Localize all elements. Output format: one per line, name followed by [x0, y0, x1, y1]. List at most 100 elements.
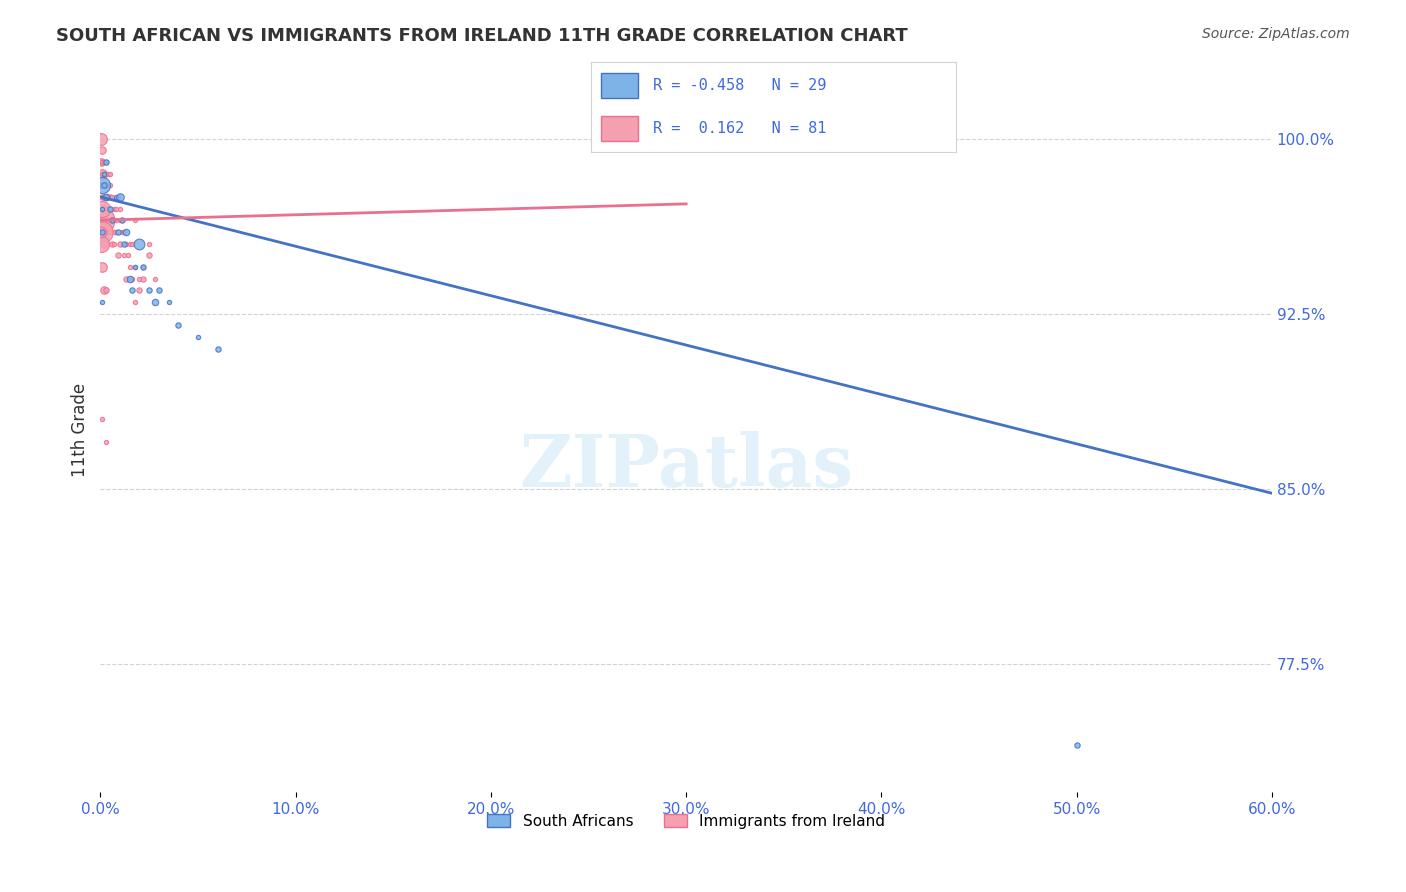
Point — [101, 236, 124, 251]
Point — [104, 213, 127, 227]
Point — [97, 190, 120, 204]
Point — [90, 202, 112, 216]
Point — [93, 178, 115, 193]
Point — [90, 225, 112, 239]
Point — [118, 260, 141, 274]
Point — [96, 213, 118, 227]
Point — [93, 154, 115, 169]
Point — [118, 271, 141, 285]
Point — [207, 342, 229, 356]
Point — [124, 294, 146, 309]
Y-axis label: 11th Grade: 11th Grade — [72, 384, 89, 477]
Text: R =  0.162   N = 81: R = 0.162 N = 81 — [652, 121, 827, 136]
Point — [96, 178, 118, 193]
Point — [97, 213, 120, 227]
Point — [128, 283, 150, 297]
Point — [90, 167, 112, 181]
Point — [103, 236, 125, 251]
Point — [104, 190, 127, 204]
Point — [157, 294, 180, 309]
Point — [111, 213, 134, 227]
Point — [91, 411, 114, 425]
Point — [112, 225, 135, 239]
Point — [167, 318, 190, 333]
Point — [98, 190, 121, 204]
Point — [91, 154, 114, 169]
Point — [124, 260, 146, 274]
Point — [103, 202, 125, 216]
Point — [93, 236, 115, 251]
Point — [101, 213, 124, 227]
Point — [93, 190, 115, 204]
Point — [101, 190, 124, 204]
Point — [138, 248, 160, 262]
Point — [104, 225, 127, 239]
Point — [103, 225, 125, 239]
Point — [101, 213, 124, 227]
Point — [90, 154, 112, 169]
Point — [93, 167, 115, 181]
Point — [117, 248, 139, 262]
Point — [124, 213, 146, 227]
Point — [91, 294, 114, 309]
Point — [114, 225, 136, 239]
Point — [90, 154, 112, 169]
Point — [91, 143, 114, 157]
Point — [91, 190, 114, 204]
Text: R = -0.458   N = 29: R = -0.458 N = 29 — [652, 78, 827, 93]
Point — [96, 154, 118, 169]
Point — [143, 271, 166, 285]
Point — [90, 131, 112, 145]
Point — [90, 236, 112, 251]
Point — [96, 154, 118, 169]
Point — [148, 283, 170, 297]
Point — [91, 202, 114, 216]
Point — [91, 225, 114, 239]
Point — [96, 236, 118, 251]
Legend: South Africans, Immigrants from Ireland: South Africans, Immigrants from Ireland — [481, 807, 891, 835]
Point — [108, 190, 131, 204]
Point — [104, 202, 127, 216]
Point — [93, 283, 115, 297]
Point — [107, 190, 129, 204]
Point — [91, 167, 114, 181]
Point — [93, 202, 115, 216]
Point — [94, 167, 117, 181]
Bar — [602, 116, 638, 141]
Point — [124, 260, 146, 274]
Point — [93, 225, 115, 239]
Point — [96, 225, 118, 239]
Point — [107, 225, 129, 239]
Point — [97, 167, 120, 181]
Point — [98, 202, 121, 216]
Point — [112, 248, 135, 262]
Point — [121, 271, 143, 285]
Point — [132, 271, 155, 285]
Point — [138, 236, 160, 251]
Point — [91, 213, 114, 227]
Point — [91, 190, 114, 204]
Point — [114, 236, 136, 251]
Point — [98, 202, 121, 216]
Point — [91, 260, 114, 274]
Point — [98, 167, 121, 181]
Point — [1066, 739, 1088, 753]
Point — [138, 283, 160, 297]
Point — [132, 260, 155, 274]
Point — [114, 271, 136, 285]
Text: SOUTH AFRICAN VS IMMIGRANTS FROM IRELAND 11TH GRADE CORRELATION CHART: SOUTH AFRICAN VS IMMIGRANTS FROM IRELAND… — [56, 27, 908, 45]
Point — [93, 178, 115, 193]
Point — [98, 225, 121, 239]
Point — [118, 236, 141, 251]
Point — [96, 190, 118, 204]
Point — [121, 283, 143, 297]
Point — [98, 178, 121, 193]
Point — [143, 294, 166, 309]
Point — [96, 190, 118, 204]
Point — [91, 178, 114, 193]
Point — [108, 213, 131, 227]
Point — [97, 225, 120, 239]
Point — [121, 236, 143, 251]
Point — [112, 236, 135, 251]
Point — [111, 225, 134, 239]
